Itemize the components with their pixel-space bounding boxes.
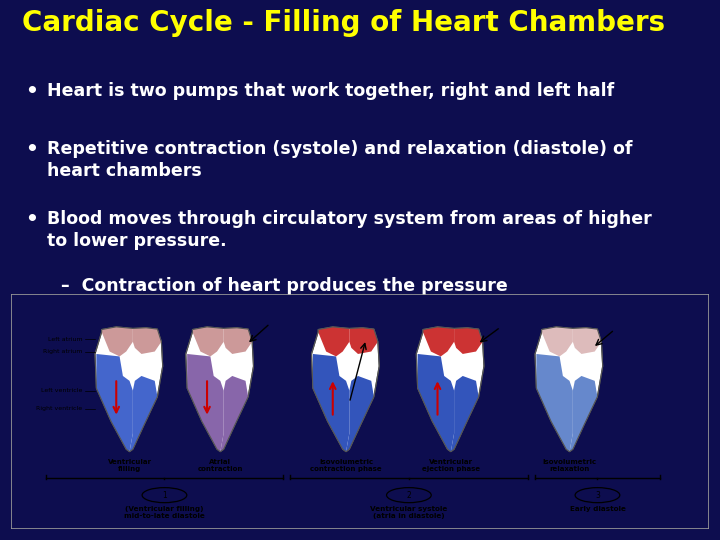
- Text: •: •: [25, 82, 38, 100]
- Text: Right atrium: Right atrium: [43, 349, 83, 354]
- Polygon shape: [312, 327, 379, 451]
- Polygon shape: [541, 327, 573, 356]
- Polygon shape: [346, 376, 374, 451]
- Text: Blood moves through circulatory system from areas of higher
to lower pressure.: Blood moves through circulatory system f…: [47, 210, 652, 250]
- Text: Heart is two pumps that work together, right and left half: Heart is two pumps that work together, r…: [47, 82, 614, 100]
- Text: Ventricular
filling: Ventricular filling: [107, 459, 151, 472]
- Text: 2: 2: [407, 491, 411, 500]
- Text: Atrial
contraction: Atrial contraction: [197, 459, 243, 472]
- Text: Ventricular
ejection phase: Ventricular ejection phase: [422, 459, 480, 472]
- Polygon shape: [95, 327, 163, 451]
- Polygon shape: [418, 354, 454, 451]
- Text: –  Contraction of heart produces the pressure: – Contraction of heart produces the pres…: [61, 277, 508, 295]
- Polygon shape: [313, 354, 349, 451]
- Polygon shape: [536, 354, 573, 451]
- Polygon shape: [535, 327, 603, 451]
- Text: Left ventricle: Left ventricle: [41, 388, 83, 393]
- Polygon shape: [416, 327, 484, 451]
- Polygon shape: [318, 327, 349, 356]
- Text: Ventricular systole
(atria in diastole): Ventricular systole (atria in diastole): [370, 505, 448, 519]
- Text: Cardiac Cycle - Filling of Heart Chambers: Cardiac Cycle - Filling of Heart Chamber…: [22, 9, 665, 37]
- Text: Right ventricle: Right ventricle: [37, 407, 83, 411]
- Polygon shape: [133, 328, 161, 354]
- Polygon shape: [349, 328, 378, 354]
- Polygon shape: [423, 327, 454, 356]
- Polygon shape: [96, 354, 133, 451]
- Polygon shape: [102, 327, 133, 356]
- Polygon shape: [570, 376, 598, 451]
- Text: •: •: [25, 140, 38, 159]
- Polygon shape: [573, 328, 601, 354]
- Polygon shape: [187, 354, 224, 451]
- Polygon shape: [224, 328, 252, 354]
- Polygon shape: [192, 327, 224, 356]
- Polygon shape: [220, 376, 248, 451]
- Text: Left atrium: Left atrium: [48, 337, 83, 342]
- Text: Isovolumetric
contraction phase: Isovolumetric contraction phase: [310, 459, 382, 472]
- Text: •: •: [25, 210, 38, 229]
- Text: Repetitive contraction (systole) and relaxation (diastole) of
heart chambers: Repetitive contraction (systole) and rel…: [47, 140, 632, 180]
- Polygon shape: [130, 376, 158, 451]
- Text: 3: 3: [595, 491, 600, 500]
- Text: Isovolumetric
relaxation: Isovolumetric relaxation: [542, 459, 597, 472]
- Polygon shape: [454, 328, 482, 354]
- Polygon shape: [186, 327, 253, 451]
- Polygon shape: [451, 376, 479, 451]
- Text: (Ventricular filling)
mid-to-late diastole: (Ventricular filling) mid-to-late diasto…: [124, 505, 204, 519]
- Text: Early diastole: Early diastole: [570, 505, 626, 512]
- Text: 1: 1: [162, 491, 167, 500]
